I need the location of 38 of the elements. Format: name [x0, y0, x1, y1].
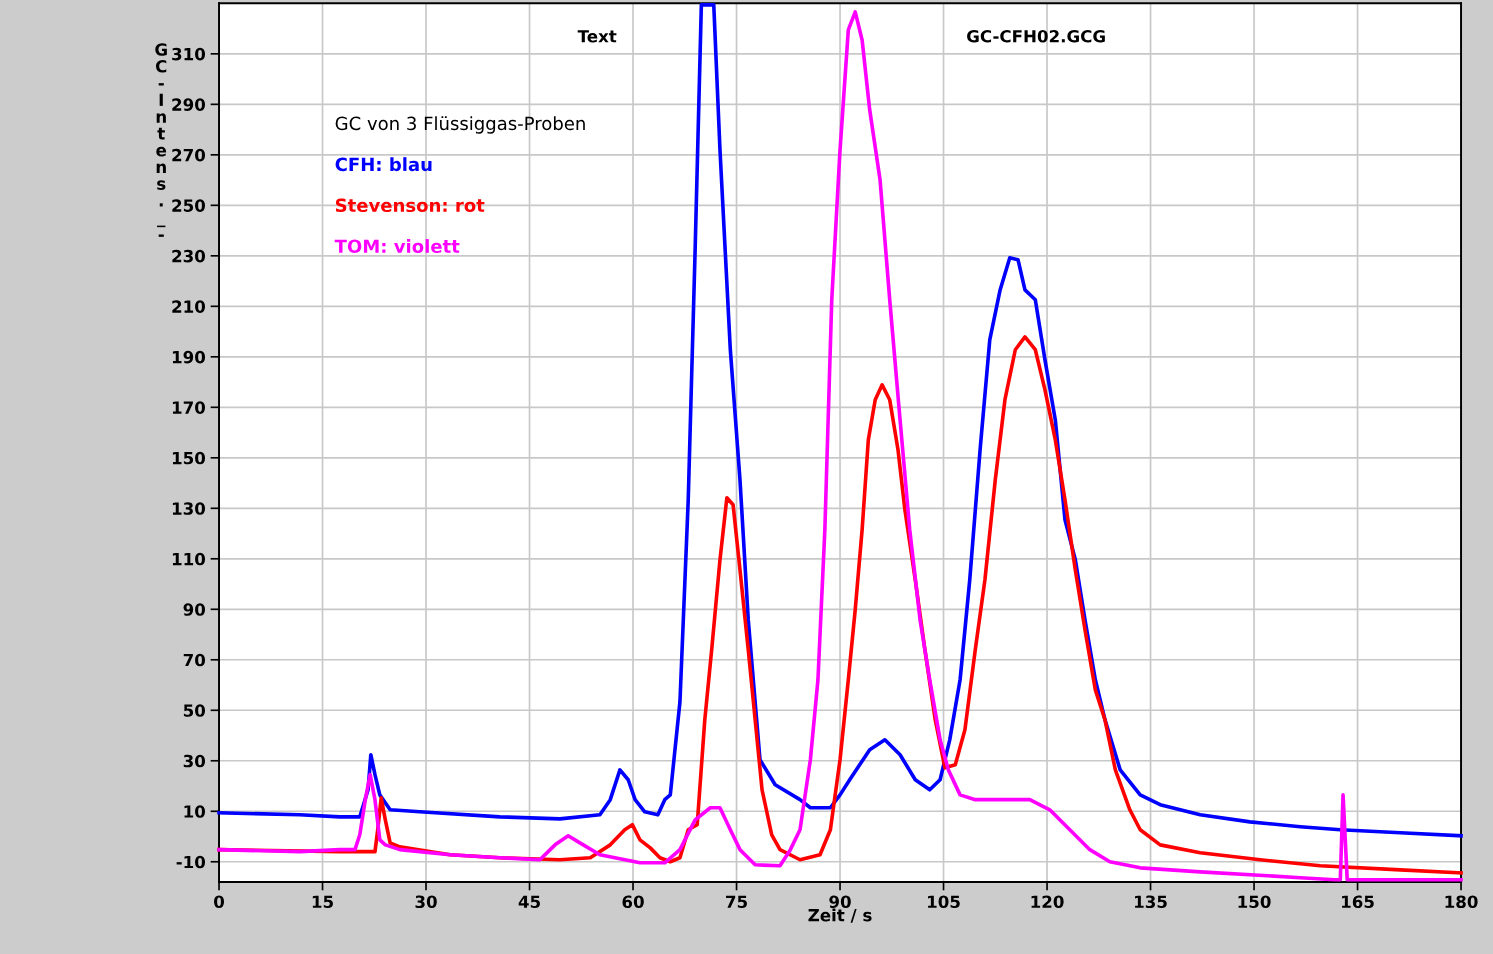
y-tick-label: 170 [172, 401, 206, 414]
text: Stevenson: rot [335, 198, 485, 213]
y-tick-label: 290 [172, 98, 206, 111]
x-tick-label: 60 [622, 895, 644, 909]
x-tick-label: 105 [928, 895, 960, 909]
y-tick-label: 190 [172, 350, 206, 364]
x-tick-label: 75 [726, 895, 747, 909]
x-tick-label: 15 [312, 895, 333, 909]
y-tick-label: 50 [183, 704, 206, 717]
y-tick-label: 70 [183, 653, 206, 667]
x-tick-label: 90 [829, 895, 851, 909]
y-tick-label: 90 [183, 603, 206, 616]
x-tick-label: 180 [1445, 895, 1478, 909]
legend-title: GC von 3 Flüssiggas-Proben [335, 116, 585, 134]
x-tick-label: 150 [1238, 895, 1271, 909]
annotation: Text [577, 30, 617, 43]
y-tick-label: 150 [172, 451, 206, 465]
x-tick-label: 45 [518, 895, 540, 909]
x-tick-label: 120 [1031, 895, 1064, 909]
y-tick-label: 210 [172, 300, 206, 313]
y-tick-label: 30 [183, 754, 206, 768]
x-tick-label: 135 [1135, 895, 1167, 909]
y-tick-label: 270 [172, 148, 206, 162]
y-tick-label: 230 [172, 249, 206, 263]
text: TOM: violett [334, 239, 460, 254]
x-tick-label: 165 [1342, 895, 1374, 909]
annotation: GC-CFH02.GCG [967, 29, 1105, 43]
y-tick-label: 110 [172, 552, 206, 566]
text: CFH: blau [335, 157, 432, 172]
y-tick-label: 10 [184, 805, 206, 818]
x-tick-label: 30 [415, 895, 437, 909]
text: GC-Intens._- [155, 43, 167, 237]
y-tick-label: 310 [172, 47, 206, 61]
x-axis-title: Zeit / s [808, 908, 872, 923]
y-tick-label: -10 [176, 855, 206, 869]
y-tick-label: 250 [172, 199, 206, 212]
y-tick-label: 130 [172, 502, 206, 515]
x-tick-label: 0 [214, 895, 225, 909]
